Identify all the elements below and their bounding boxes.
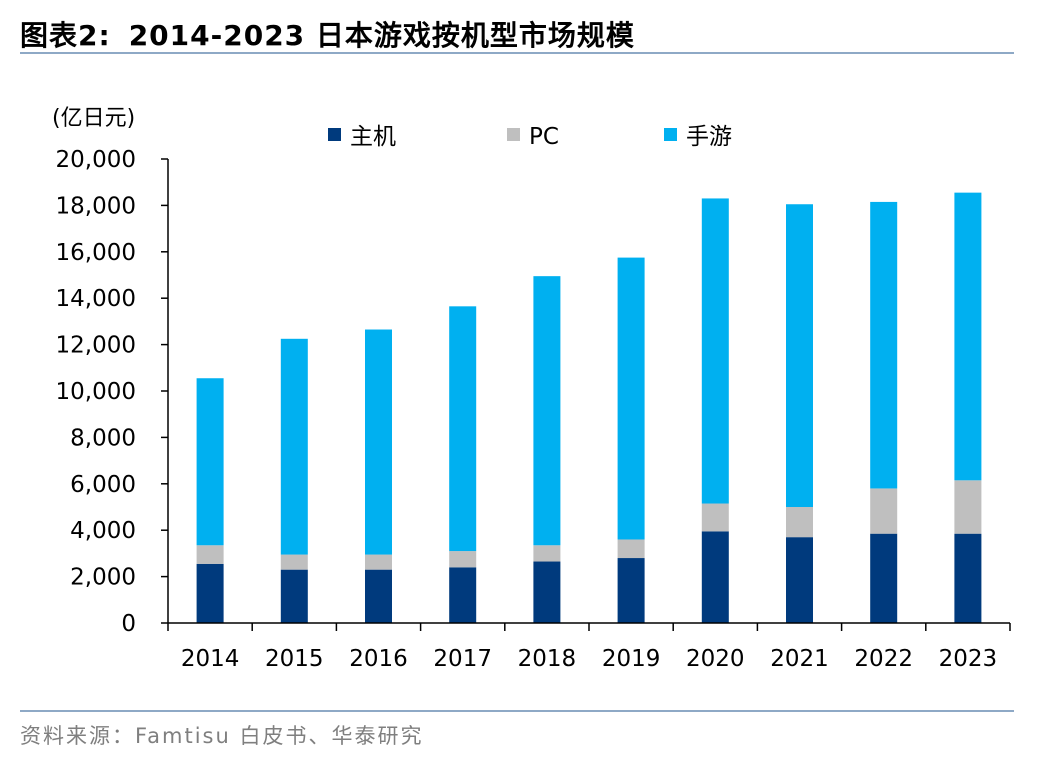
x-tick-label: 2020 <box>686 646 745 672</box>
x-tick-label: 2022 <box>854 646 913 672</box>
y-tick-label: 0 <box>121 611 136 637</box>
source-divider <box>20 710 1014 712</box>
y-tick-label: 4,000 <box>70 518 136 544</box>
bar-segment <box>365 554 392 570</box>
bar-segment <box>196 378 224 546</box>
x-tick-label: 2018 <box>518 646 577 672</box>
x-tick-label: 2023 <box>939 646 998 672</box>
legend-swatch <box>507 128 520 141</box>
legend-label: PC <box>529 124 559 150</box>
y-tick-label: 18,000 <box>56 193 136 219</box>
bar-segment <box>533 276 561 546</box>
bar-segment <box>954 480 982 534</box>
bar-segment <box>617 558 645 623</box>
legend-swatch <box>664 128 677 141</box>
legend: 主机 PC 手游 <box>328 124 732 150</box>
x-tick-label: 2017 <box>433 646 492 672</box>
y-tick-label: 20,000 <box>56 147 136 173</box>
bar-segment <box>701 531 729 623</box>
bar-segment <box>786 204 813 508</box>
source-note: 资料来源：Famtisu 白皮书、华泰研究 <box>20 724 424 748</box>
y-tick-label: 8,000 <box>70 425 136 451</box>
bar-segment <box>280 338 308 555</box>
figure-title-text: 2014-2023 日本游戏按机型市场规模 <box>128 19 635 52</box>
bar-segment <box>196 545 224 564</box>
bar-segment <box>196 563 224 623</box>
bar-segment <box>449 567 477 623</box>
bar-segment <box>280 554 308 570</box>
bar-segment <box>870 201 898 489</box>
bar-segment <box>870 533 898 623</box>
x-tick-label: 2016 <box>349 646 408 672</box>
y-unit-label: (亿日元) <box>52 106 135 131</box>
y-tick-label: 6,000 <box>70 472 136 498</box>
y-tick-label: 16,000 <box>56 240 136 266</box>
bar-segment <box>870 488 898 534</box>
bar-segment <box>786 537 813 623</box>
figure-title: 图表2: 2014-2023 日本游戏按机型市场规模 <box>20 14 635 54</box>
bar-segment <box>786 507 813 538</box>
bar-segment <box>449 306 477 552</box>
bar-segment <box>701 503 729 532</box>
bar-segment <box>617 257 645 540</box>
y-tick-label: 2,000 <box>70 565 136 591</box>
figure-label: 图表2: <box>20 19 111 52</box>
x-axis: 2014 2015 2016 2017 2018 2019 2020 2021 2022 2023 <box>167 622 1011 672</box>
x-tick-label: 2014 <box>181 646 240 672</box>
y-tick-label: 12,000 <box>56 333 136 359</box>
bar-segment <box>533 545 561 562</box>
bar-segment <box>280 569 308 623</box>
bar-segment <box>449 551 477 568</box>
legend-swatch <box>328 128 341 141</box>
bar-segment <box>954 192 982 481</box>
bar-segment <box>617 539 645 559</box>
bar-segment <box>365 569 392 623</box>
bars <box>196 192 982 623</box>
legend-label: 主机 <box>350 124 396 150</box>
y-axis: 0 2,000 4,000 6,000 8,000 10,000 12,000 14,000 1… <box>56 147 169 637</box>
legend-label: 手游 <box>686 124 732 150</box>
bar-segment <box>365 329 392 555</box>
title-divider <box>20 52 1014 54</box>
x-tick-label: 2019 <box>602 646 661 672</box>
x-tick-label: 2021 <box>770 646 829 672</box>
bar-segment <box>533 561 561 623</box>
y-tick-label: 14,000 <box>56 286 136 312</box>
stacked-bar-chart: (亿日元) 主机 PC 手游 0 2,000 4,000 6,000 8,000 10,000… <box>52 106 1011 672</box>
x-tick-label: 2015 <box>265 646 324 672</box>
bar-segment <box>701 198 729 504</box>
y-tick-label: 10,000 <box>56 379 136 405</box>
bar-segment <box>954 533 982 623</box>
